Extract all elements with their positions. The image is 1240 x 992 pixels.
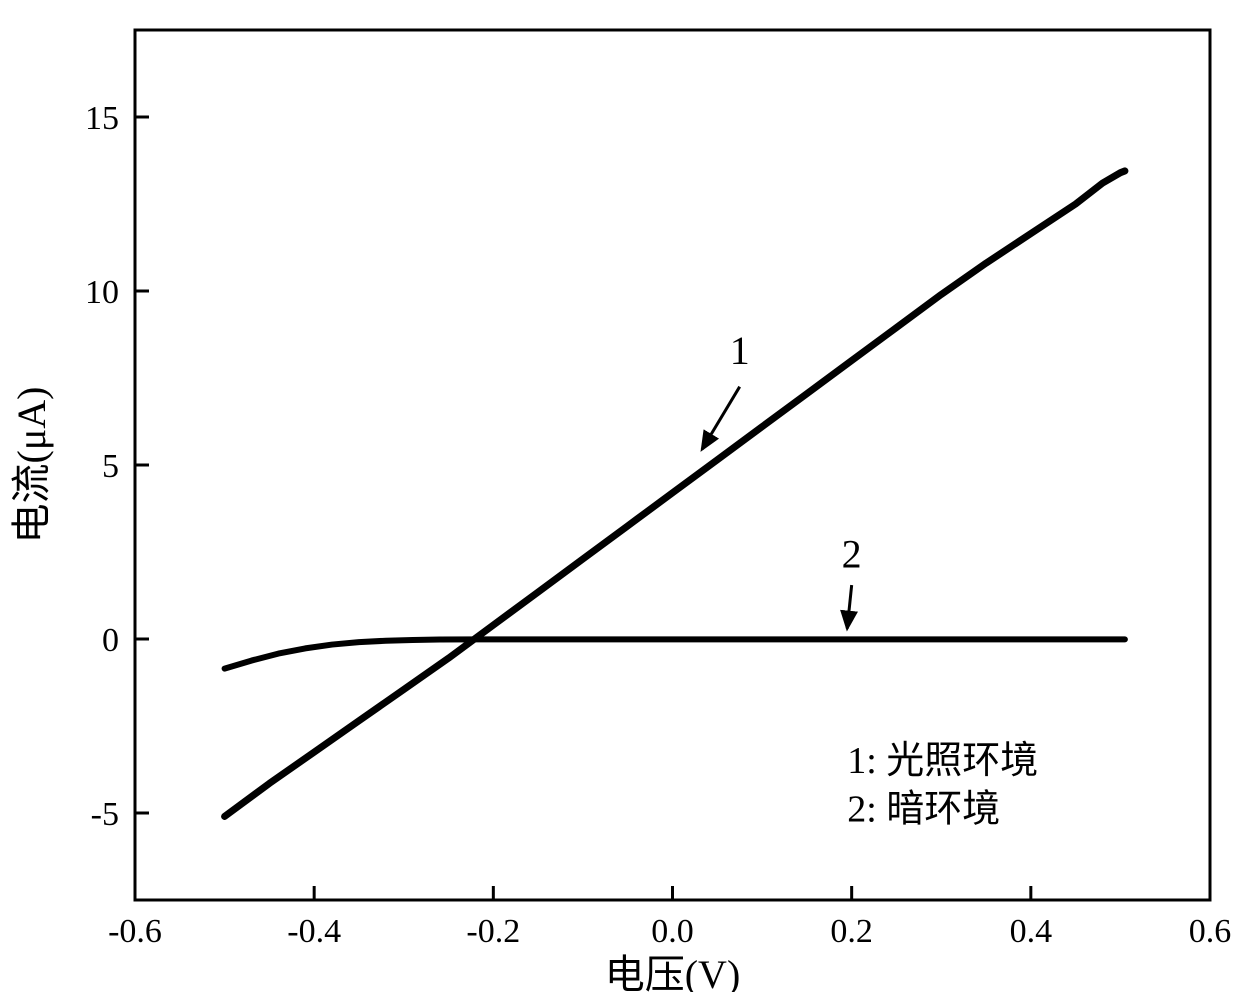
y-tick-label: 15	[85, 100, 119, 137]
legend-1: 1: 光照环境	[847, 740, 1038, 782]
annot-1-arrow	[702, 387, 740, 450]
x-tick-label: 0.2	[830, 913, 873, 950]
x-tick-label: -0.4	[287, 913, 341, 950]
curve-1-light	[225, 171, 1125, 817]
y-axis-title: 电流(μA)	[9, 387, 54, 544]
y-tick-label: 10	[85, 274, 119, 311]
annot-1-label: 1	[730, 328, 750, 373]
x-tick-label: 0.4	[1010, 913, 1053, 950]
annot-2-label: 2	[842, 532, 862, 577]
chart-svg: -0.6 -0.4 -0.2 0.0 0.2 0.4 0.6 -5 0 5 10 15 电压(V) 电流(…	[0, 0, 1240, 992]
annot-2-arrow	[847, 585, 851, 629]
x-tick-label: 0.6	[1189, 913, 1232, 950]
plot-frame	[135, 30, 1210, 900]
curve-2-dark	[225, 639, 1125, 668]
y-tick-label: 0	[102, 622, 119, 659]
iv-chart: -0.6 -0.4 -0.2 0.0 0.2 0.4 0.6 -5 0 5 10 15 电压(V) 电流(…	[0, 0, 1240, 992]
y-tick-label: 5	[102, 448, 119, 485]
y-tick-label: -5	[91, 796, 119, 833]
x-tick-label: 0.0	[651, 913, 694, 950]
x-tick-label: -0.2	[466, 913, 520, 950]
plot-area: -0.6 -0.4 -0.2 0.0 0.2 0.4 0.6 -5 0 5 10 15 电压(V) 电流(…	[9, 30, 1231, 992]
legend-2: 2: 暗环境	[847, 789, 1000, 831]
x-axis-title: 电压(V)	[605, 952, 741, 992]
x-tick-label: -0.6	[108, 913, 162, 950]
